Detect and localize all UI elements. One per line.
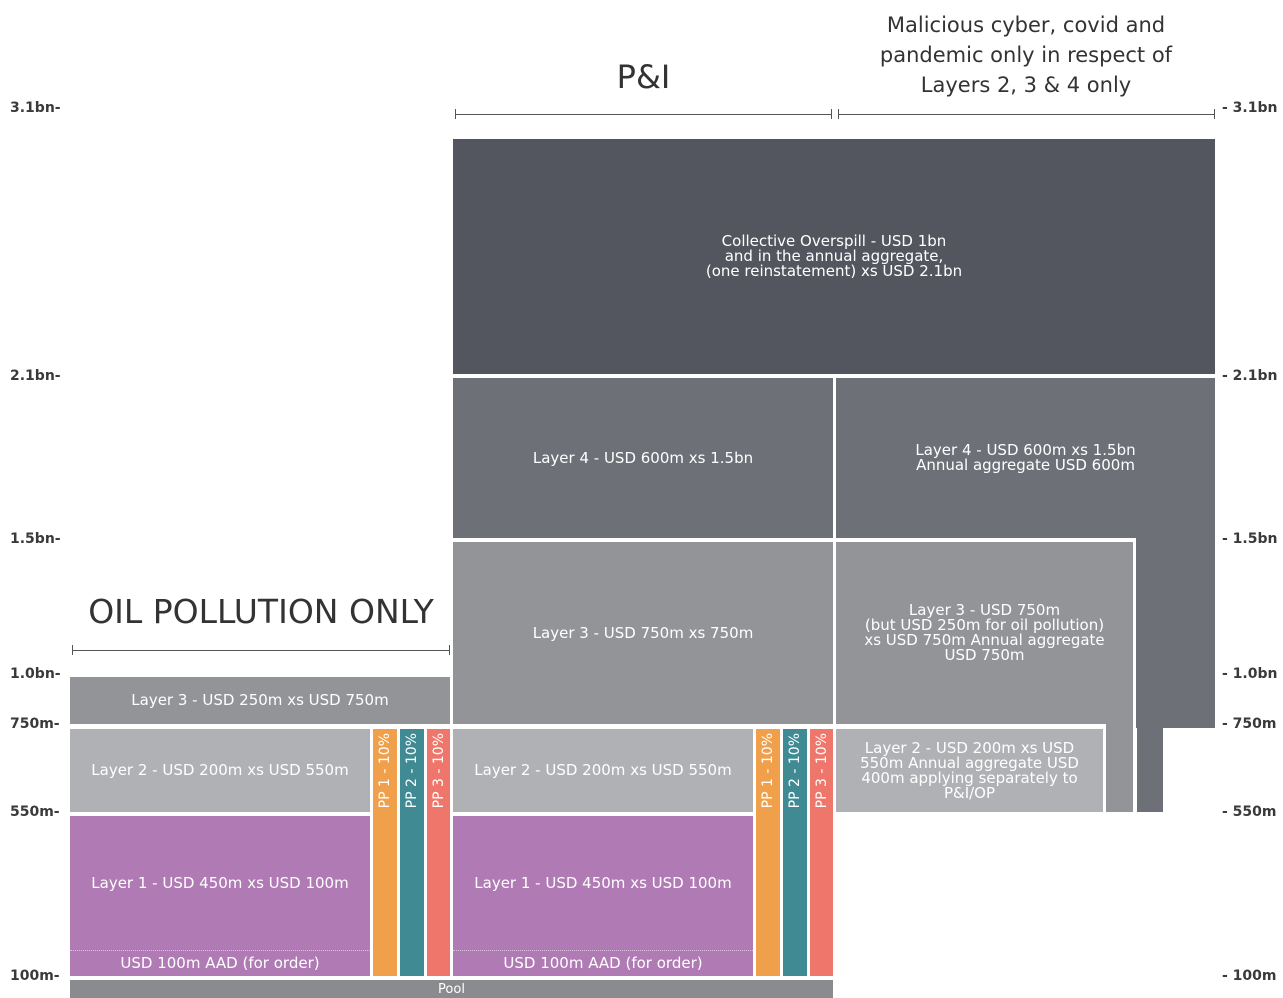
pi-range [455,109,832,119]
layer1-oil: Layer 1 - USD 450m xs USD 100m [70,816,370,950]
block-line: 400m applying separately to [861,768,1078,787]
pp-bar: PP 3 - 10% [810,729,833,976]
block-line: (but USD 250m for oil pollution) [864,616,1105,634]
layer4-pi: Layer 4 - USD 600m xs 1.5bn [453,378,833,538]
layer3-mal: Layer 3 - USD 750m (but USD 250m for oil… [836,542,1133,724]
block-line: Layer 2 - USD 200m xs USD [864,738,1075,757]
layer2-pi: Layer 2 - USD 200m xs USD 550m [453,729,753,812]
axis-label: 550m- [10,804,60,820]
malicious-header: Malicious cyber, covid and pandemic only… [836,10,1216,100]
axis-label: - 1.5bn [1222,531,1278,547]
layer4-extension [1136,538,1215,728]
layer3-oil: Layer 3 - USD 250m xs USD 750m [70,677,450,724]
layer2-oil: Layer 2 - USD 200m xs USD 550m [70,729,370,812]
block-line: Layer 3 - USD 750m xs 750m [532,623,754,642]
pi-header: P&I [616,58,671,96]
pp-label: PP 3 - 10% [813,733,830,809]
block-line: Collective Overspill - USD 1bn [721,232,947,250]
header-line: Malicious cyber, covid and [886,13,1166,37]
block-line: Layer 3 - USD 250m xs USD 750m [131,691,389,709]
pp-label: PP 2 - 10% [404,733,420,809]
block-line: Layer 1 - USD 450m xs USD 100m [91,873,349,892]
pp-label: PP 1 - 10% [377,733,393,809]
axis-label: 750m- [10,716,60,732]
block-line: Layer 1 - USD 450m xs USD 100m [474,873,732,892]
malicious-range [838,109,1215,119]
block-line: (one reinstatement) xs USD 2.1bn [705,262,963,280]
block-line: USD 750m [944,646,1025,664]
axis-label: - 550m [1222,804,1277,820]
pool: Pool [70,980,833,998]
pp-bar: PP 2 - 10% [783,729,807,976]
pp-bar: PP 1 - 10% [373,729,397,976]
layer3-pi: Layer 3 - USD 750m xs 750m [453,542,833,724]
axis-label: - 2.1bn [1222,368,1278,384]
axis-label: 2.1bn- [10,368,61,384]
pp-bar: PP 2 - 10% [400,729,424,976]
block-line: and in the annual aggregate, [724,247,944,265]
block-line: Layer 2 - USD 200m xs USD 550m [474,761,732,779]
axis-label: 1.5bn- [10,531,61,547]
axis-label: - 100m [1222,968,1277,984]
layer3-extension [1106,724,1133,812]
collective-block: Collective Overspill - USD 1bn and in th… [453,139,1215,374]
pp-label: PP 3 - 10% [430,733,447,809]
axis-label: 3.1bn- [10,100,61,116]
axis-label: - 3.1bn [1222,100,1278,116]
oil-header: OIL POLLUTION ONLY [88,592,434,631]
layer4-mal: Layer 4 - USD 600m xs 1.5bn Annual aggre… [836,378,1215,538]
block-line: Layer 2 - USD 200m xs USD 550m [91,761,349,779]
pp-label: PP 1 - 10% [760,733,776,809]
block-line: Layer 3 - USD 750m [908,601,1061,619]
aad-oil: USD 100m AAD (for order) [70,950,370,976]
block-line: Annual aggregate USD 600m [916,456,1135,474]
layer2-mal: Layer 2 - USD 200m xs USD 550m Annual ag… [836,729,1103,812]
layer1-pi: Layer 1 - USD 450m xs USD 100m [453,816,753,950]
block-line: Layer 4 - USD 600m xs 1.5bn [915,441,1136,459]
oil-range [72,645,450,655]
axis-label: - 750m [1222,716,1277,732]
aad-pi: USD 100m AAD (for order) [453,950,753,976]
block-line: Layer 4 - USD 600m xs 1.5bn [532,448,754,467]
axis-label: 1.0bn- [10,666,61,682]
block-line: P&I/OP [943,783,996,802]
block-line: 550m Annual aggregate USD [860,753,1079,772]
header-line: pandemic only in respect of [879,43,1173,67]
axis-label: 100m- [10,968,60,984]
pp-label: PP 2 - 10% [787,733,803,809]
header-line: Layers 2, 3 & 4 only [920,73,1132,97]
pp-bar: PP 1 - 10% [756,729,780,976]
pp-bar: PP 3 - 10% [427,729,450,976]
block-line: xs USD 750m Annual aggregate [864,631,1105,649]
axis-label: - 1.0bn [1222,666,1278,682]
layer4-extension [1137,728,1163,812]
